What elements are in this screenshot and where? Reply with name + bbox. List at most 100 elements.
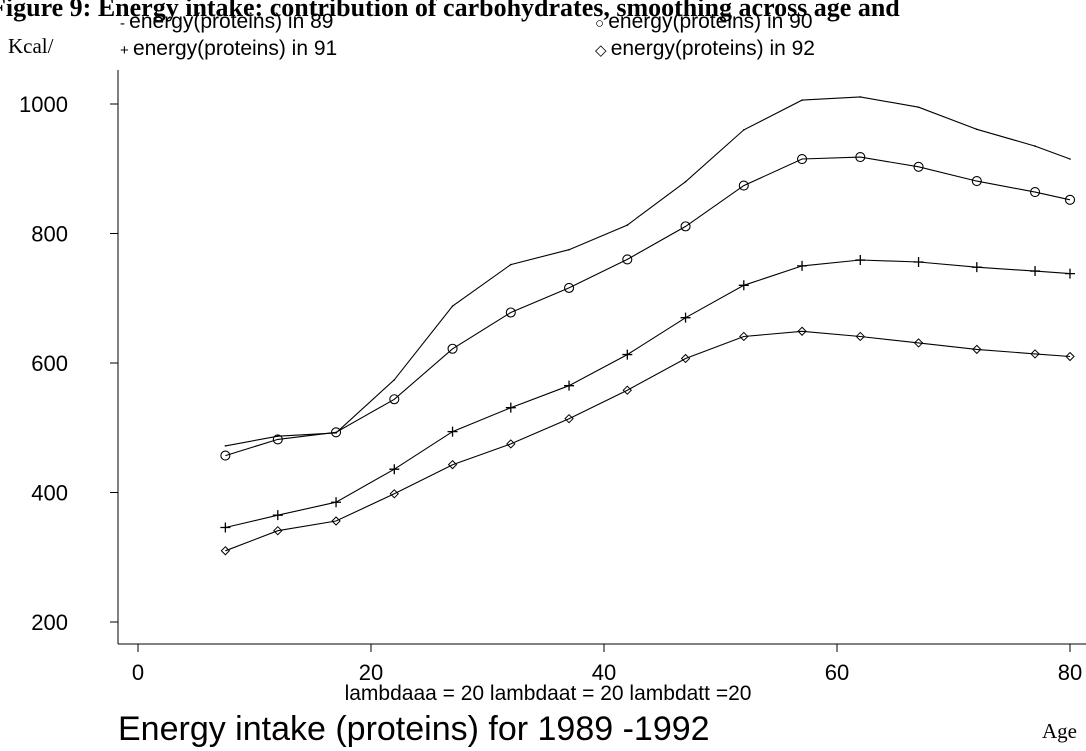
data-point: [801, 99, 803, 101]
data-point: [393, 379, 396, 381]
x-tick-label: 0: [132, 660, 144, 685]
data-point-plus: [331, 497, 342, 508]
legend-label: energy(proteins) in 91: [133, 37, 337, 60]
data-point-circle: [971, 176, 982, 187]
x-ticks: 0 20 40 60 80: [132, 644, 1082, 685]
legend-entry: + energy(proteins) in 91: [120, 37, 337, 60]
x-tick-label: 60: [825, 660, 849, 685]
data-point-circle: [563, 282, 575, 293]
data-point: [917, 106, 920, 109]
data-point: [224, 445, 227, 447]
data-point-diamond: [855, 331, 866, 342]
legend-entry: ◇ energy(proteins) in 92: [595, 37, 815, 60]
data-point: [451, 305, 454, 307]
legend-symbol: +: [120, 42, 133, 59]
x-tick-label: 40: [592, 660, 616, 685]
data-point-plus: [913, 256, 924, 267]
legend-symbol: ○: [595, 15, 608, 32]
data-point-plus: [272, 510, 283, 521]
data-point-diamond: [273, 525, 283, 536]
data-point-diamond: [331, 516, 341, 526]
legend-entry: - energy(proteins) in 89: [120, 10, 333, 33]
data-point-diamond: [506, 439, 516, 449]
data-point-circle: [1064, 194, 1076, 205]
legend-symbol: ◇: [595, 42, 611, 59]
series-line: [225, 96, 1071, 447]
data-point-circle: [738, 180, 749, 191]
data-point: [976, 128, 978, 131]
y-tick-label: 200: [31, 610, 68, 635]
data-point-diamond: [1065, 351, 1075, 362]
data-point-circle: [913, 161, 924, 172]
data-point-diamond: [680, 353, 691, 364]
data-point-plus: [564, 380, 575, 391]
data-point-circle: [330, 427, 342, 438]
y-axis-label: Kcal/: [8, 34, 54, 58]
x-tick-label: 20: [359, 660, 383, 685]
data-point-diamond: [220, 546, 231, 556]
data-point: [1034, 145, 1036, 147]
data-point-plus: [505, 402, 516, 413]
legend-symbol: -: [120, 15, 129, 32]
x-tick-label: 80: [1058, 660, 1082, 685]
data-point-diamond: [1030, 349, 1040, 359]
data-point-plus: [797, 260, 808, 271]
data-point-plus: [1065, 268, 1075, 279]
y-tick-label: 600: [31, 351, 68, 376]
data-point: [1069, 158, 1071, 160]
series-1: [224, 96, 1071, 447]
data-point-diamond: [797, 326, 807, 336]
series-line: [225, 330, 1071, 552]
series-layer: [220, 96, 1076, 556]
data-point-diamond: [389, 489, 400, 499]
data-point-plus: [680, 312, 691, 323]
chart-subtitle: lambdaaa = 20 lambdaat = 20 lambdatt =20: [345, 682, 752, 705]
series-4: [220, 326, 1075, 556]
data-point-circle: [1030, 187, 1041, 198]
chart-title: Energy intake (proteins) for 1989 -1992: [118, 710, 710, 748]
y-tick-label: 800: [31, 222, 68, 247]
data-point: [568, 248, 570, 251]
data-point-plus: [389, 464, 400, 475]
data-point-diamond: [447, 459, 458, 470]
data-point-diamond: [972, 344, 982, 355]
legend-label: energy(proteins) in 89: [129, 10, 333, 33]
y-ticks: 200 400 600 800 1000: [19, 92, 118, 635]
y-tick-label: 400: [31, 481, 68, 506]
data-point-plus: [738, 280, 749, 291]
data-point-circle: [855, 152, 866, 163]
data-point: [859, 96, 862, 98]
data-point: [684, 180, 687, 183]
legend-label: energy(proteins) in 90: [608, 10, 812, 33]
data-point-plus: [1030, 266, 1041, 277]
data-point-circle: [389, 394, 400, 405]
series-3: [220, 255, 1075, 533]
y-tick-label: 1000: [19, 92, 68, 117]
data-point-plus: [855, 255, 866, 266]
data-point-circle: [447, 343, 458, 354]
data-point-plus: [622, 349, 633, 360]
data-point-diamond: [622, 385, 633, 395]
data-point-circle: [220, 450, 231, 461]
data-point-diamond: [913, 338, 924, 348]
data-point-circle: [622, 254, 633, 265]
legend: - energy(proteins) in 89 ○ energy(protein…: [120, 10, 815, 60]
data-point-diamond: [739, 331, 749, 342]
data-point-diamond: [564, 413, 574, 424]
series-line: [225, 156, 1071, 457]
data-point-circle: [272, 434, 283, 445]
data-point-plus: [220, 522, 231, 533]
data-point-circle: [680, 221, 691, 232]
data-point-plus: [447, 426, 458, 437]
data-point-circle: [505, 307, 516, 318]
legend-label: energy(proteins) in 92: [611, 37, 815, 60]
x-axis-label: Age: [1042, 719, 1077, 743]
data-point: [626, 224, 629, 226]
series-2: [220, 152, 1076, 461]
data-point-circle: [796, 153, 808, 165]
data-point: [510, 263, 512, 266]
data-point-plus: [971, 262, 982, 273]
series-line: [225, 259, 1071, 529]
data-point: [277, 435, 279, 437]
